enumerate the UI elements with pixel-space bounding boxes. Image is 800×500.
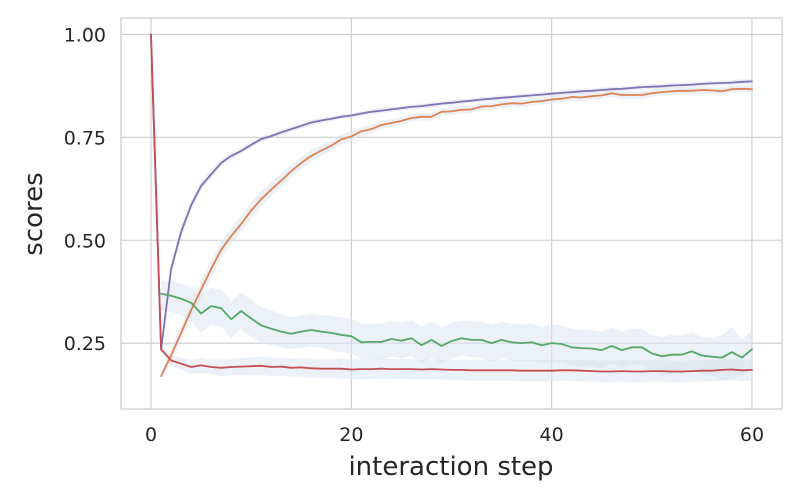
y-tick-label: 0.25 (64, 333, 106, 355)
confidence-band-3 (161, 281, 753, 381)
y-tick-label: 0.75 (64, 127, 106, 149)
series-line-4 (150, 33, 753, 373)
series-line-1 (150, 33, 753, 351)
confidence-band-2 (161, 85, 753, 381)
x-tick-label: 20 (339, 424, 363, 446)
x-axis: 0 20 40 60 (145, 424, 764, 446)
y-tick-label: 0.50 (64, 230, 106, 252)
y-axis: 0.25 0.50 0.75 1.00 (64, 24, 106, 355)
x-tick-label: 40 (540, 424, 564, 446)
plot-frame (120, 17, 783, 410)
x-axis-label: interaction step (348, 452, 553, 482)
series-line-3 (160, 292, 753, 359)
confidence-bands (151, 34, 753, 383)
series-lines (150, 33, 753, 378)
y-tick-label: 1.00 (64, 24, 106, 46)
x-tick-label: 0 (145, 424, 157, 446)
series-line-2 (160, 87, 753, 378)
y-axis-label: scores (19, 172, 49, 255)
x-tick-label: 60 (740, 424, 764, 446)
